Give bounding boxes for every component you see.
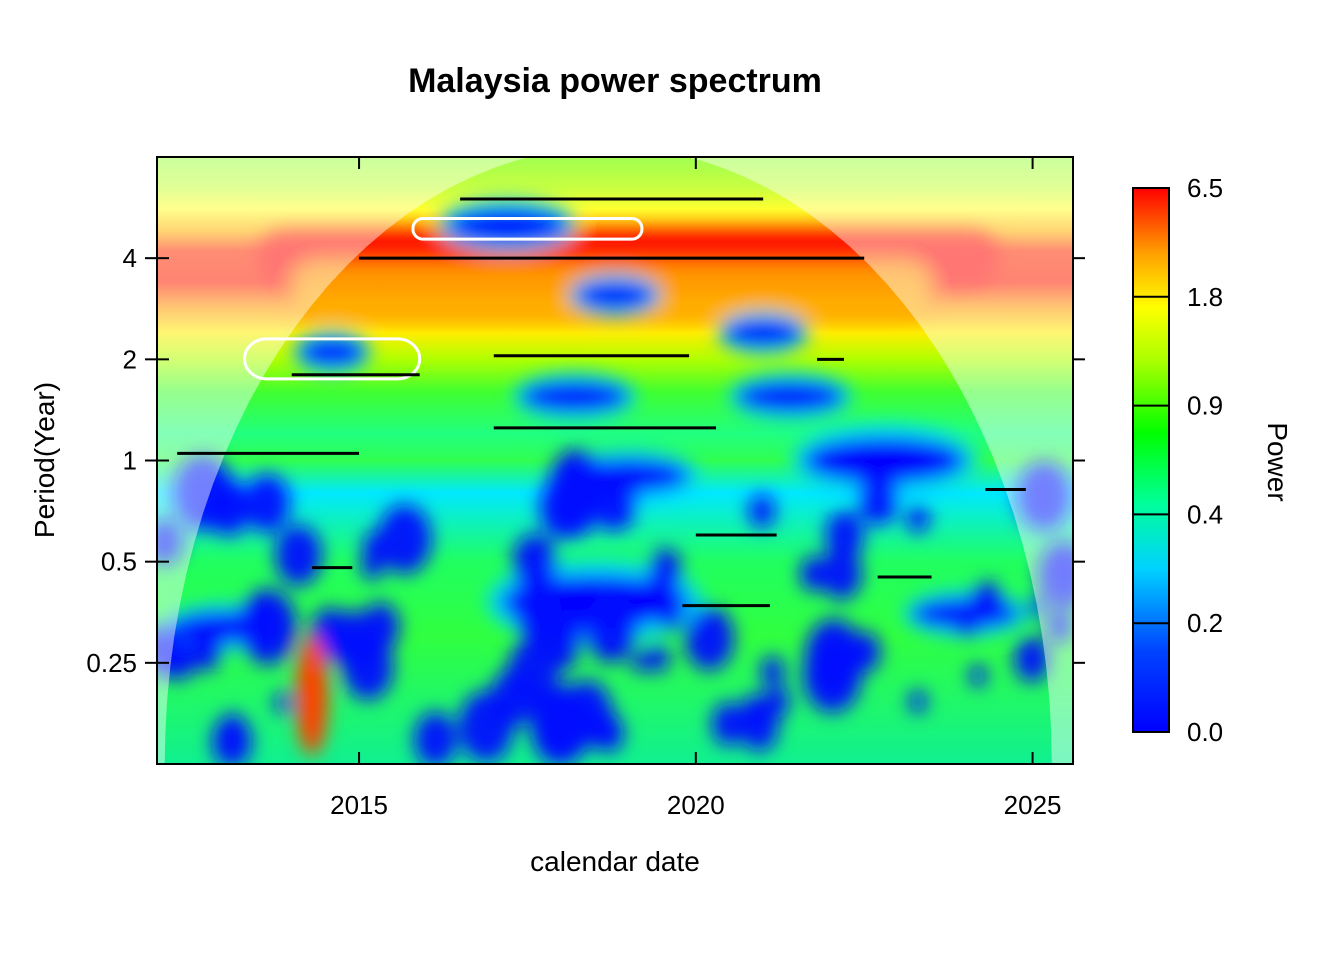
noise-blob-11	[1046, 609, 1073, 644]
y-tick-label-4: 4	[123, 243, 137, 273]
short-period-burst	[295, 635, 328, 756]
noise-blob-46	[157, 518, 183, 566]
y-tick-label-1: 0.5	[101, 547, 137, 577]
significance-contour-top	[411, 216, 644, 241]
noise-blob-54	[244, 473, 290, 533]
noise-blob-17	[742, 693, 768, 728]
x-tick-label-2: 2025	[1004, 790, 1062, 820]
low-power-region-6	[803, 437, 966, 484]
colorbar-tick-label-5: 6.5	[1187, 173, 1223, 203]
noise-blob-57	[514, 581, 562, 643]
noise-blob-26	[821, 547, 862, 600]
noise-blob-12	[646, 642, 670, 673]
noise-blob-63	[539, 476, 588, 539]
significance-contour-left	[243, 337, 422, 381]
noise-blob-67	[631, 650, 649, 673]
colorbar-label: Power	[1262, 422, 1293, 501]
low-power-region-0	[446, 208, 568, 243]
noise-blob-64	[186, 623, 223, 671]
noise-blob-66	[764, 685, 790, 718]
colorbar-tick-label-1: 0.2	[1187, 608, 1223, 638]
noise-blob-16	[684, 606, 735, 671]
noise-blob-47	[805, 618, 863, 693]
colorbar	[1132, 187, 1170, 733]
noise-blob-7	[173, 454, 233, 531]
y-tick-label-3: 2	[123, 344, 137, 374]
noise-blob-61	[648, 548, 682, 592]
colorbar-tick-label-4: 1.8	[1187, 282, 1223, 312]
noise-blob-42	[342, 634, 394, 701]
y-tick-label-0: 0.25	[86, 648, 137, 678]
low-power-region-1	[574, 281, 656, 310]
x-axis-ticks: 2015 2020 2025	[330, 157, 1062, 820]
low-power-region-3	[298, 338, 366, 367]
noise-blob-21	[584, 593, 638, 663]
plot-area	[157, 157, 1073, 764]
low-power-region-5	[736, 381, 845, 412]
colorbar-tick-label-3: 0.9	[1187, 391, 1223, 421]
low-power-region-4	[520, 381, 629, 412]
noise-blob-58	[858, 473, 899, 526]
noise-blob-48	[799, 555, 828, 592]
ridge-lines	[177, 197, 1026, 608]
noise-blob-68	[1027, 596, 1045, 620]
y-axis-ticks: 0.25 0.5 1 2 4	[86, 243, 1085, 678]
noise-blob-62	[825, 510, 864, 560]
colorbar-tick-label-2: 0.4	[1187, 499, 1223, 529]
noise-blob-6	[658, 599, 683, 631]
noise-blob-19	[512, 533, 557, 592]
noise-blob-45	[239, 595, 275, 640]
noise-blob-53	[969, 581, 1005, 627]
noise-blob-24	[377, 504, 432, 575]
noise-blob-50	[220, 713, 246, 745]
low-power-region-2	[722, 318, 804, 347]
x-tick-label-1: 2020	[667, 790, 725, 820]
noise-blob-10	[760, 655, 785, 687]
noise-blob-69	[490, 668, 536, 727]
noise-blob-39	[906, 503, 930, 534]
noise-blob-65	[1052, 553, 1073, 584]
y-axis-label: Period(Year)	[29, 382, 60, 538]
noise-blob-51	[414, 711, 457, 764]
noise-blob-35	[275, 525, 322, 586]
noise-blob-20	[1014, 636, 1050, 683]
noise-blob-14	[216, 478, 244, 514]
noise-blob-36	[748, 494, 775, 529]
noise-blob-43	[274, 692, 291, 714]
x-tick-label-0: 2015	[330, 790, 388, 820]
noise-blob-44	[711, 702, 746, 746]
noise-blob-41	[588, 709, 621, 751]
colorbar-ticks: 0.0 0.2 0.4 0.9 1.8 6.5	[1133, 173, 1223, 747]
noise-blob-25	[1017, 460, 1071, 531]
x-axis-label: calendar date	[530, 846, 700, 877]
chart-title: Malaysia power spectrum	[408, 62, 822, 100]
noise-blob-34	[969, 664, 987, 687]
noise-blob-37	[908, 690, 927, 714]
cone-of-influence-shading	[157, 157, 1073, 764]
y-tick-label-2: 1	[123, 446, 137, 476]
noise-blob-60	[530, 688, 590, 764]
power-blobs	[157, 198, 1073, 764]
colorbar-tick-label-0: 0.0	[1187, 717, 1223, 747]
